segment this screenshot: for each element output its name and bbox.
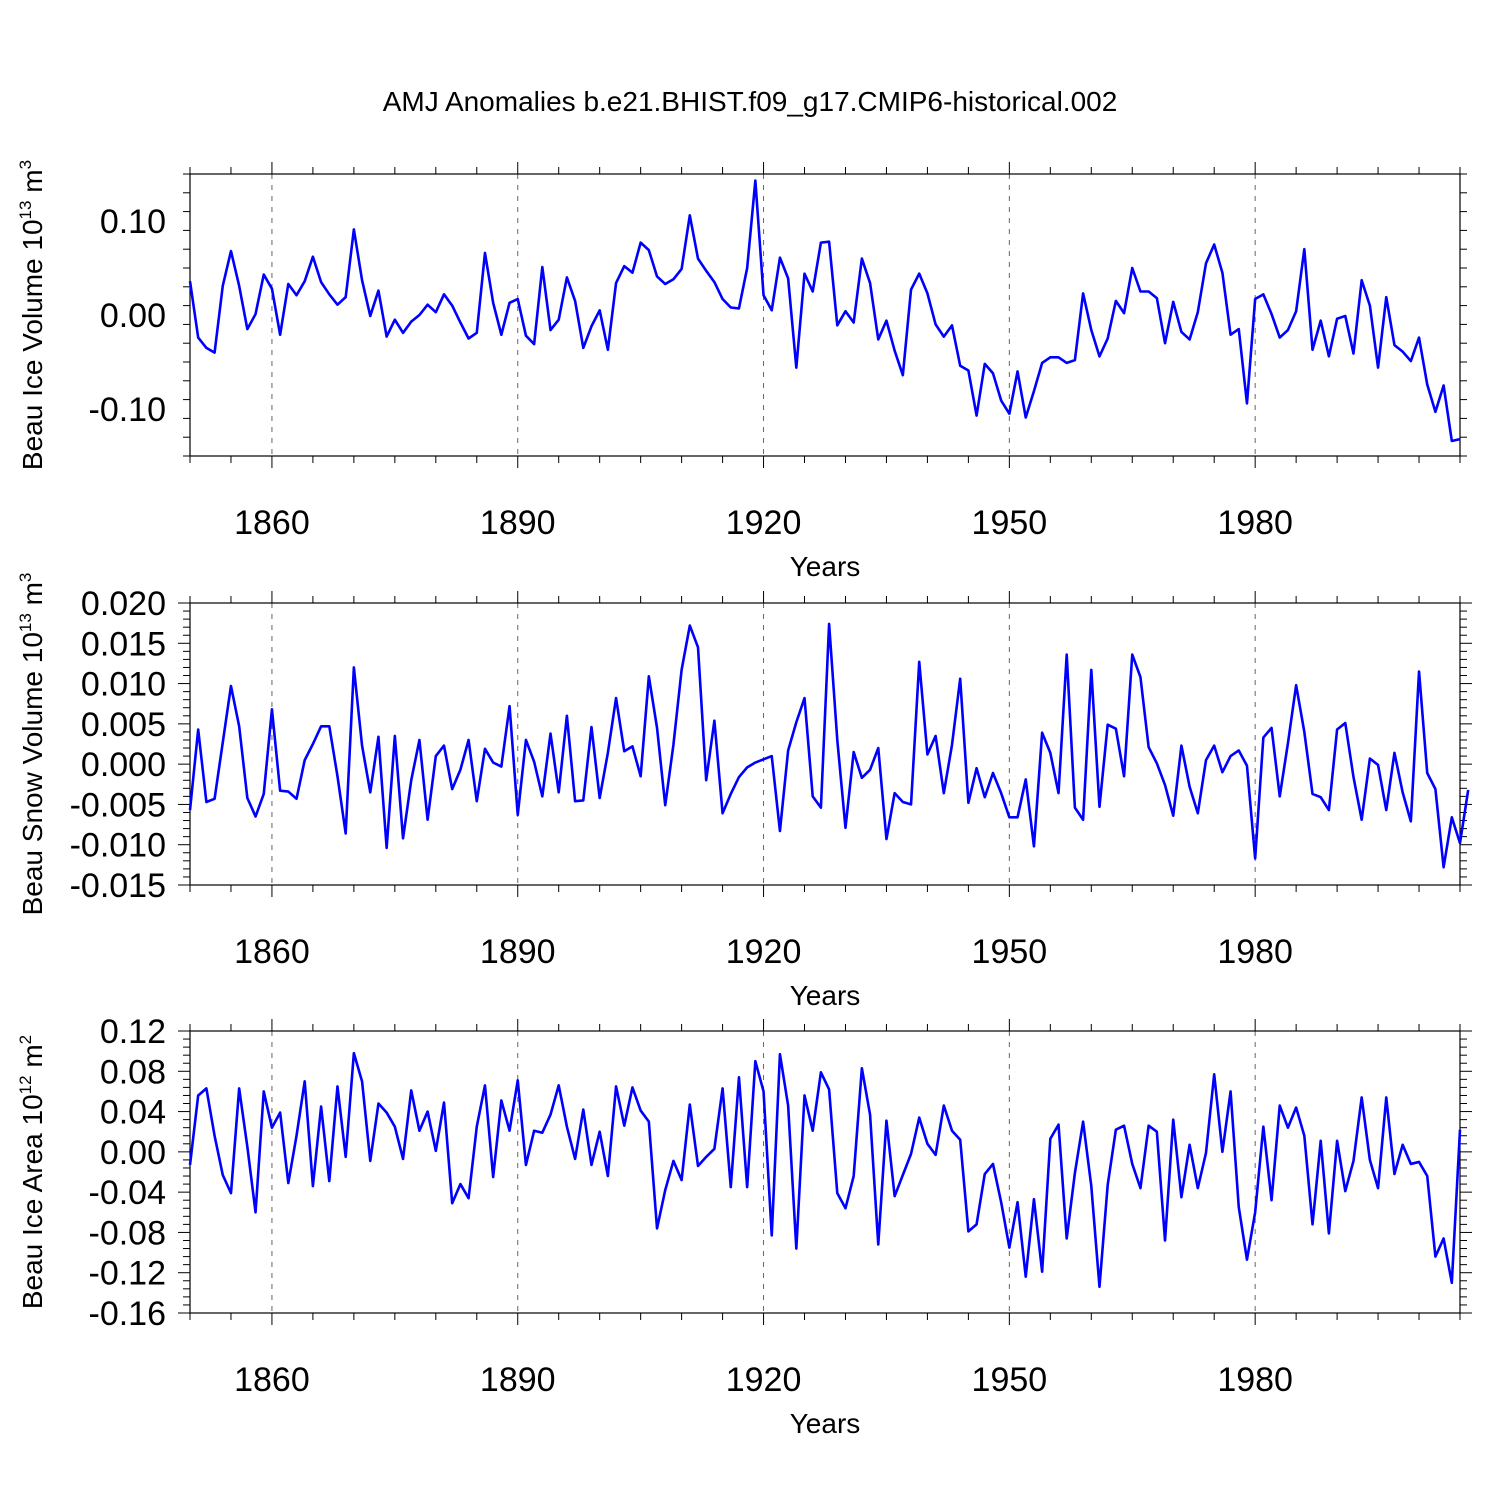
- x-tick-label: 1860: [234, 933, 310, 971]
- y-tick-label: 0.005: [81, 706, 166, 744]
- y-tick-label: -0.16: [89, 1295, 167, 1333]
- y-tick-label: 0.000: [81, 746, 166, 784]
- y-axis-label: Beau Snow Volume 1013 m3: [16, 573, 48, 916]
- x-tick-label: 1890: [480, 1361, 556, 1399]
- x-tick-label: 1920: [726, 933, 802, 971]
- y-tick-label: -0.005: [70, 786, 166, 824]
- panel-2: -0.015-0.010-0.0050.0000.0050.0100.0150.…: [16, 573, 1472, 1011]
- x-tick-label: 1980: [1217, 504, 1293, 542]
- y-tick-label: -0.12: [89, 1255, 167, 1293]
- x-tick-label: 1860: [234, 1361, 310, 1399]
- y-tick-label: 0.00: [100, 1134, 166, 1172]
- y-axis-label: Beau Ice Volume 1013 m3: [16, 160, 48, 470]
- y-tick-label: 0.015: [81, 625, 166, 663]
- y-axis-label: Beau Ice Area 1012 m2: [16, 1035, 48, 1309]
- x-tick-label: 1950: [972, 504, 1048, 542]
- x-tick-label: 1950: [972, 933, 1048, 971]
- x-tick-label: 1890: [480, 933, 556, 971]
- y-tick-label: -0.10: [89, 391, 167, 429]
- x-axis-label: Years: [790, 980, 861, 1011]
- panel-3: -0.16-0.12-0.08-0.040.000.040.080.12 1860…: [16, 1013, 1472, 1439]
- x-tick-label: 1890: [480, 504, 556, 542]
- y-tick-label: -0.04: [89, 1174, 167, 1212]
- x-tick-label: 1980: [1217, 1361, 1293, 1399]
- y-tick-label: -0.015: [70, 867, 166, 905]
- plot-frame: [189, 1030, 1461, 1314]
- x-axis-label: Years: [790, 551, 861, 582]
- y-tick-label: 0.10: [100, 203, 166, 241]
- y-tick-label: 0.00: [100, 297, 166, 335]
- series-line: [188, 1051, 1462, 1289]
- series-line: [188, 179, 1461, 443]
- y-tick-label: 0.12: [100, 1013, 166, 1051]
- x-tick-label: 1950: [972, 1361, 1048, 1399]
- y-tick-label: 0.08: [100, 1053, 166, 1091]
- x-tick-label: 1860: [234, 504, 310, 542]
- y-tick-label: 0.020: [81, 585, 166, 623]
- plot-frame: [189, 602, 1461, 886]
- y-tick-label: -0.08: [89, 1214, 167, 1252]
- x-axis-label: Years: [790, 1408, 861, 1439]
- plot-frame: [189, 173, 1461, 457]
- y-tick-label: 0.010: [81, 666, 166, 704]
- x-tick-label: 1920: [726, 504, 802, 542]
- series-line: [188, 622, 1470, 869]
- x-tick-label: 1920: [726, 1361, 802, 1399]
- y-tick-label: 0.04: [100, 1094, 166, 1132]
- figure-title: AMJ Anomalies b.e21.BHIST.f09_g17.CMIP6-…: [383, 86, 1118, 117]
- panel-1: -0.10 0.00 0.10 1860 1890 1920 1950 1980 Years Be…: [16, 160, 1467, 582]
- panels: -0.10 0.00 0.10 1860 1890 1920 1950 1980 Years Be…: [16, 160, 1472, 1439]
- x-tick-label: 1980: [1217, 933, 1293, 971]
- y-tick-label: -0.010: [70, 827, 166, 865]
